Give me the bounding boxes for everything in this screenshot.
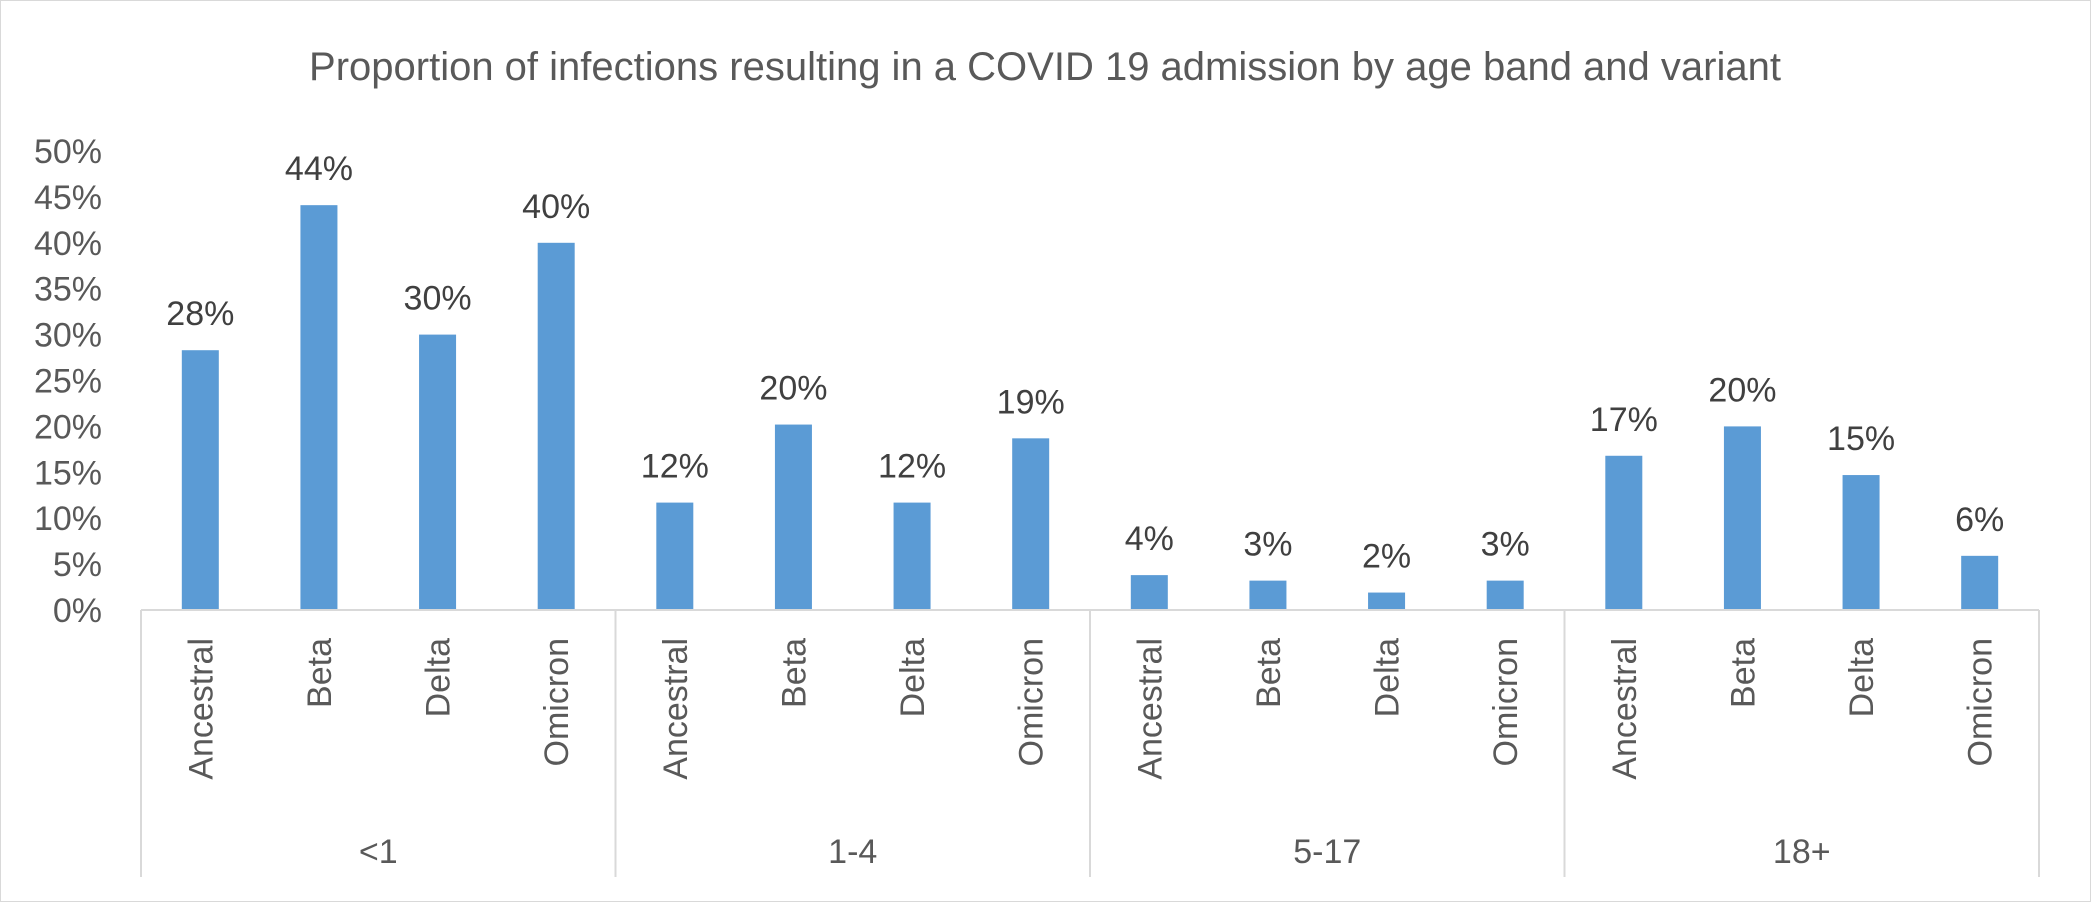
bar-<1-Ancestral xyxy=(181,350,219,610)
y-tick-label: 25% xyxy=(34,363,102,401)
bar-<1-Beta xyxy=(300,205,338,611)
x-category-label: Ancestral xyxy=(1606,638,1644,780)
bar-5-17-Ancestral xyxy=(1130,575,1168,610)
x-category-label: Delta xyxy=(1843,638,1881,717)
bar-<1-Delta xyxy=(419,334,457,610)
y-tick-label: 50% xyxy=(34,133,102,171)
x-category-label: Omicron xyxy=(1487,638,1525,766)
data-label: 20% xyxy=(1708,371,1776,409)
bar-18+-Omicron xyxy=(1961,555,1999,610)
bar-1-4-Omicron xyxy=(1012,438,1050,610)
data-label: 4% xyxy=(1125,520,1174,558)
x-category-label: Beta xyxy=(301,638,339,708)
y-tick-label: 0% xyxy=(53,592,102,630)
bar-18+-Delta xyxy=(1842,475,1880,610)
x-category-label: Delta xyxy=(420,638,458,717)
bar-1-4-Beta xyxy=(774,424,812,610)
data-label: 6% xyxy=(1955,501,2004,539)
y-tick-label: 30% xyxy=(34,317,102,355)
bar-5-17-Delta xyxy=(1368,592,1406,610)
y-tick-label: 10% xyxy=(34,500,102,538)
bar-<1-Omicron xyxy=(537,242,575,611)
bar-18+-Beta xyxy=(1723,426,1761,610)
x-category-label: Omicron xyxy=(538,638,576,766)
y-tick-label: 5% xyxy=(53,546,102,584)
bar-1-4-Ancestral xyxy=(656,502,694,610)
x-category-label: Delta xyxy=(1369,638,1407,717)
data-label: 40% xyxy=(522,188,590,226)
data-label: 3% xyxy=(1243,526,1292,564)
x-group-label: <1 xyxy=(359,833,398,871)
data-label: 17% xyxy=(1590,401,1658,439)
data-label: 3% xyxy=(1481,526,1530,564)
data-labels: 28% 44% 30% 40% 12% 20% 12% 19% 4% 3% 2% 3% 17% 20% 15… xyxy=(166,150,2004,575)
bar-5-17-Omicron xyxy=(1486,580,1524,610)
x-category-label: Omicron xyxy=(1013,638,1051,766)
bar-5-17-Beta xyxy=(1249,580,1287,610)
x-category-label: Beta xyxy=(1250,638,1288,708)
bars xyxy=(181,205,1999,611)
data-label: 15% xyxy=(1827,420,1895,458)
data-label: 2% xyxy=(1362,538,1411,576)
x-group-label: 18+ xyxy=(1773,833,1831,871)
data-label: 30% xyxy=(404,280,472,318)
x-category-label: Beta xyxy=(775,638,813,708)
x-category-label: Delta xyxy=(894,638,932,717)
chart-title: Proportion of infections resulting in a … xyxy=(309,45,1781,89)
data-label: 19% xyxy=(997,383,1065,421)
y-tick-label: 20% xyxy=(34,408,102,446)
x-axis: Ancestral Beta Delta Omicron <1 Ancestral Beta… xyxy=(140,609,2040,877)
x-group-label: 1-4 xyxy=(828,833,877,871)
y-tick-label: 15% xyxy=(34,454,102,492)
data-label: 12% xyxy=(641,448,709,486)
x-category-label: Ancestral xyxy=(182,638,220,780)
x-category-label: Omicron xyxy=(1962,638,2000,766)
bar-18+-Ancestral xyxy=(1605,455,1643,610)
data-label: 20% xyxy=(759,370,827,408)
x-group-label: 5-17 xyxy=(1293,833,1361,871)
y-tick-label: 45% xyxy=(34,179,102,217)
data-label: 44% xyxy=(285,150,353,188)
x-category-label: Beta xyxy=(1724,638,1762,708)
y-axis: 0% 5% 10% 15% 20% 25% 30% 35% 40% 45% 50% xyxy=(34,133,102,630)
x-category-label: Ancestral xyxy=(1131,638,1169,780)
data-label: 12% xyxy=(878,448,946,486)
y-tick-label: 40% xyxy=(34,225,102,263)
data-label: 28% xyxy=(166,295,234,333)
bar-1-4-Delta xyxy=(893,502,931,610)
y-tick-label: 35% xyxy=(34,271,102,309)
x-category-label: Ancestral xyxy=(657,638,695,780)
